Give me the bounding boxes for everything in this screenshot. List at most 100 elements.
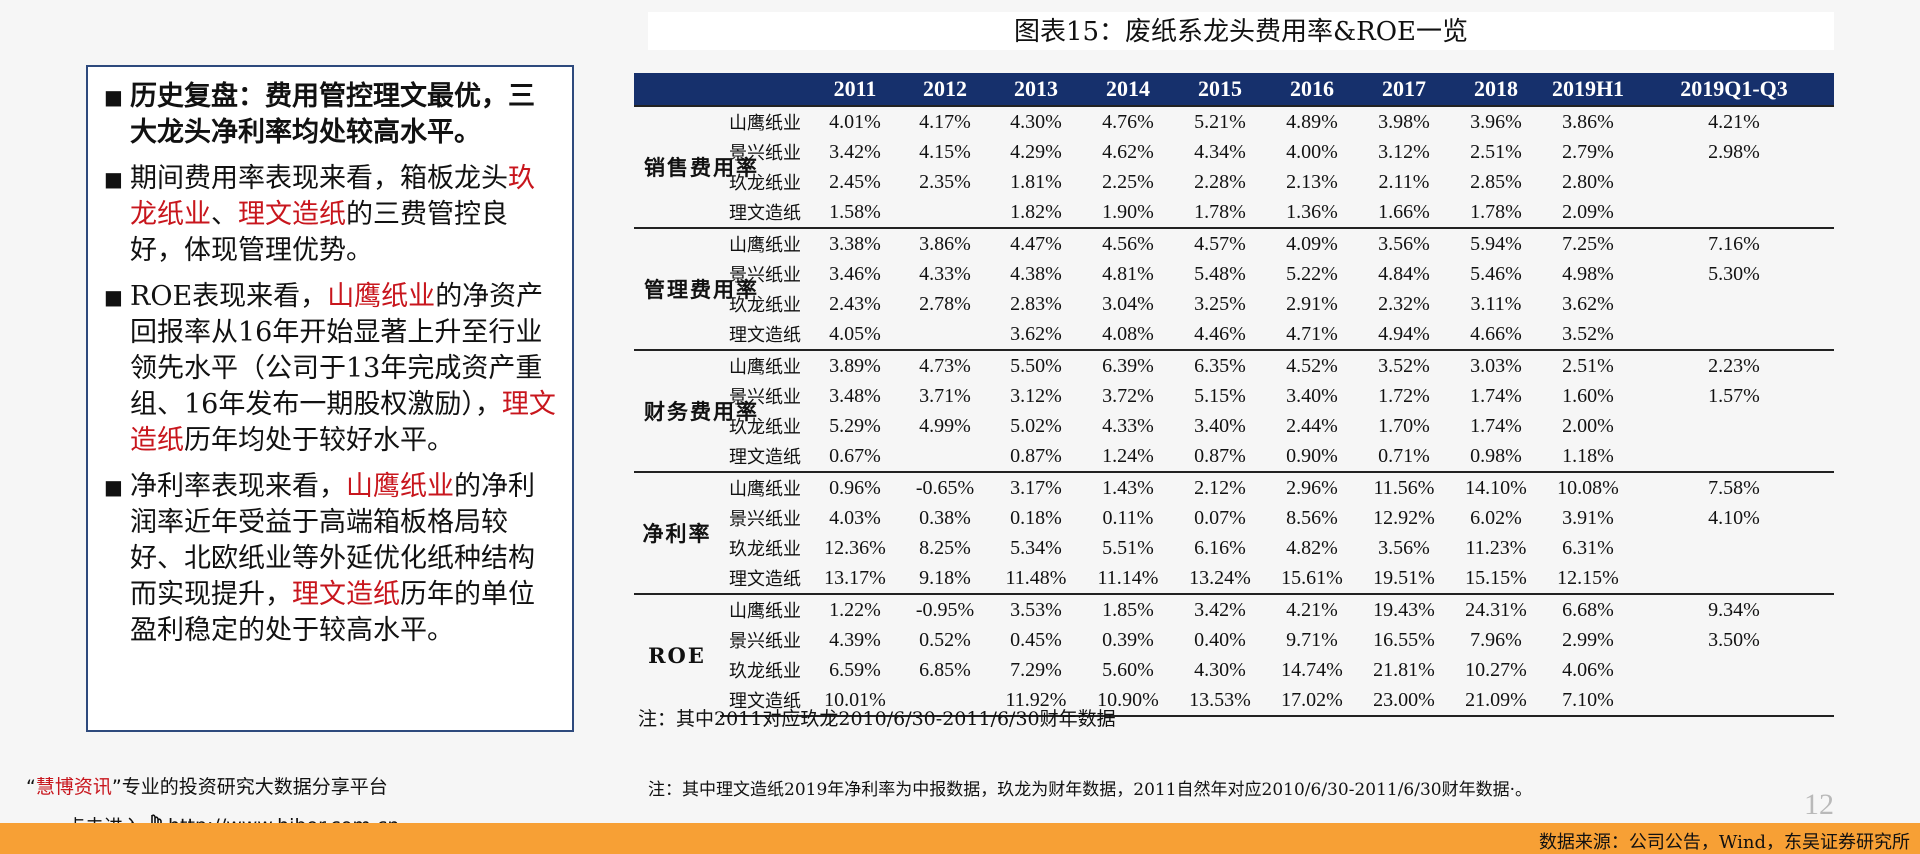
ratio-value: 3.89% — [810, 349, 900, 381]
ratio-table: 2011 2012 2013 2014 2015 2016 2017 2018 2019H1 20… — [634, 73, 1834, 717]
ratio-value: 3.56% — [1378, 536, 1430, 559]
ratio-value: 1.90% — [1102, 200, 1154, 223]
ratio-value: 2.80% — [1562, 170, 1614, 193]
ratio-value: 3.91% — [1562, 506, 1614, 529]
company-name: 山鹰纸业 — [720, 227, 810, 259]
ratio-value: 4.56% — [1082, 227, 1174, 259]
highlighted-company: 理文造纸 — [130, 389, 556, 456]
ratio-value: 4.62% — [1102, 140, 1154, 163]
ratio-value: 2.23% — [1634, 349, 1834, 381]
ratio-value: 4.47% — [990, 227, 1082, 259]
ratio-value: 2.79% — [1562, 140, 1614, 163]
header-period: 2013 — [990, 73, 1082, 106]
ratio-value: 3.46% — [829, 262, 881, 285]
table-row: 理文造纸 0.67% 0.87% 1.24% 0.87% 0.90% 0.71% 0.98% 1… — [634, 441, 1834, 472]
header-period: 2011 — [810, 73, 900, 106]
ratio-value: 3.62% — [1010, 322, 1062, 345]
ratio-value: 4.17% — [900, 105, 990, 137]
ratio-value: 4.82% — [1286, 536, 1338, 559]
ratio-value: 12.36% — [824, 536, 886, 559]
table-row: 玖龙纸业 2.43% 2.78% 2.83% 3.04% 3.25% 2.91% 2.32% 3… — [634, 289, 1834, 319]
ratio-value: 4.89% — [1266, 105, 1358, 137]
ratio-value: 4.06% — [1562, 658, 1614, 681]
ratio-value — [900, 685, 990, 717]
footer-band — [0, 823, 1920, 854]
ratio-value: 14.10% — [1450, 471, 1542, 503]
bottom-note: 注：其中理文造纸2019年净利率为中报数据，玖龙为财年数据，2011自然年对应2… — [648, 780, 1533, 800]
ratio-value: -0.65% — [900, 471, 990, 503]
ratio-value — [1634, 533, 1834, 563]
table-row: 景兴纸业 3.48% 3.71% 3.12% 3.72% 5.15% 3.40% 1.72% 1… — [634, 381, 1834, 411]
ratio-value: 3.53% — [990, 593, 1082, 625]
ratio-value: 4.99% — [919, 414, 971, 437]
header-period: 2015 — [1174, 73, 1266, 106]
bullet-text-part: 的净资产回报率从16年开始显著上升至行业领先水平（公司于13年完成资产重组、16… — [130, 281, 544, 420]
table-row: 销售费用率 山鹰纸业 4.01% 4.17% 4.30% 4.76% 5.21% 4.89% 3… — [634, 105, 1834, 228]
ratio-value: 5.30% — [1708, 262, 1760, 285]
table-row: 理文造纸 4.05% 3.62% 4.08% 4.46% 4.71% 4.94% 4.66% 3… — [634, 319, 1834, 350]
header-period: 2016 — [1266, 73, 1358, 106]
ratio-value: 9.71% — [1286, 628, 1338, 651]
bullet-text: 历史复盘：费用管控理文最优，三大龙头净利率均处较高水平。 — [130, 79, 556, 151]
table-row: 玖龙纸业 5.29% 4.99% 5.02% 4.33% 3.40% 2.44% 1.70% 1… — [634, 411, 1834, 441]
ratio-value: 4.03% — [829, 506, 881, 529]
company-name: 山鹰纸业 — [720, 471, 810, 503]
ratio-value: 0.18% — [1010, 506, 1062, 529]
ratio-value: 4.21% — [1266, 593, 1358, 625]
table-row: 净利率 山鹰纸业 0.96% -0.65% 3.17% 1.43% 2.12% 2.96% 11… — [634, 471, 1834, 594]
company-name: 玖龙纸业 — [729, 417, 801, 438]
ratio-value: 0.96% — [810, 471, 900, 503]
ratio-value: 4.71% — [1286, 322, 1338, 345]
ratio-value: 24.31% — [1450, 593, 1542, 625]
highlighted-company: 理文造纸 — [238, 199, 346, 230]
bullet-item: ■ ROE表现来看，山鹰纸业的净资产回报率从16年开始显著上升至行业领先水平（公司… — [104, 279, 556, 459]
ratio-value: 1.43% — [1082, 471, 1174, 503]
metric-group-text: 净利率 — [642, 520, 712, 546]
company-name: 山鹰纸业 — [720, 593, 810, 625]
ratio-value: 2.96% — [1266, 471, 1358, 503]
ratio-value: 3.42% — [829, 140, 881, 163]
table-row: 理文造纸 1.58% 1.82% 1.90% 1.78% 1.36% 1.66% 1.78% 2… — [634, 197, 1834, 228]
ratio-value: 3.86% — [900, 227, 990, 259]
ratio-value: 2.98% — [1708, 140, 1760, 163]
ratio-value: 5.51% — [1102, 536, 1154, 559]
ratio-value: 15.61% — [1281, 566, 1343, 589]
ratio-value: 10.90% — [1082, 685, 1174, 717]
ratio-value: 2.35% — [919, 170, 971, 193]
ratio-value: 2.13% — [1286, 170, 1338, 193]
table-header-row: 2011 2012 2013 2014 2015 2016 2017 2018 2019H1 20… — [634, 73, 1834, 106]
square-bullet-icon: ■ — [104, 285, 123, 309]
bullet-text-part: 的净利润率近年受益于高端箱板格局较好、北欧纸业等外延优化纸种结构而实现提升， — [130, 471, 535, 610]
ratio-value: 1.70% — [1378, 414, 1430, 437]
ratio-value: 4.21% — [1634, 105, 1834, 137]
table-row: ROE 山鹰纸业 1.22% -0.95% 3.53% 1.85% 3.42% 4.21% 19… — [634, 593, 1834, 716]
ratio-value: 2.28% — [1194, 170, 1246, 193]
company-name: 玖龙纸业 — [729, 661, 801, 682]
ratio-value: 3.04% — [1102, 292, 1154, 315]
ratio-value: 19.51% — [1373, 566, 1435, 589]
ratio-value: 2.00% — [1562, 414, 1614, 437]
data-source: 数据来源：公司公告，Wind，东吴证券研究所 — [1538, 832, 1910, 853]
square-bullet-icon: ■ — [104, 475, 123, 499]
highlighted-company: 山鹰纸业 — [346, 471, 454, 502]
ratio-value: 1.24% — [1102, 444, 1154, 467]
ratio-value: 6.39% — [1082, 349, 1174, 381]
ratio-value — [1634, 319, 1834, 350]
highlighted-company: 理文造纸 — [292, 579, 400, 610]
ratio-value: 1.58% — [829, 200, 881, 223]
ratio-value — [900, 319, 990, 350]
bullet-text: 期间费用率表现来看，箱板龙头玖龙纸业、理文造纸的三费管控良好，体现管理优势。 — [130, 161, 556, 269]
table-row: 管理费用率 山鹰纸业 3.38% 3.86% 4.47% 4.56% 4.57% 4.09% 3… — [634, 227, 1834, 350]
ratio-value: 1.72% — [1378, 384, 1430, 407]
ratio-value: 17.02% — [1266, 685, 1358, 717]
ratio-value: 11.56% — [1358, 471, 1450, 503]
ratio-value: 4.52% — [1266, 349, 1358, 381]
ratio-value: 4.98% — [1562, 262, 1614, 285]
platform-name-quote: “慧博资讯” — [26, 776, 122, 798]
ratio-value: 12.15% — [1557, 566, 1619, 589]
table-row: 景兴纸业 4.03% 0.38% 0.18% 0.11% 0.07% 8.56% 12.92%… — [634, 503, 1834, 533]
ratio-value: 4.94% — [1378, 322, 1430, 345]
header-period: 2019Q1-Q3 — [1634, 73, 1834, 106]
ratio-value: 4.66% — [1470, 322, 1522, 345]
ratio-value: 9.18% — [919, 566, 971, 589]
